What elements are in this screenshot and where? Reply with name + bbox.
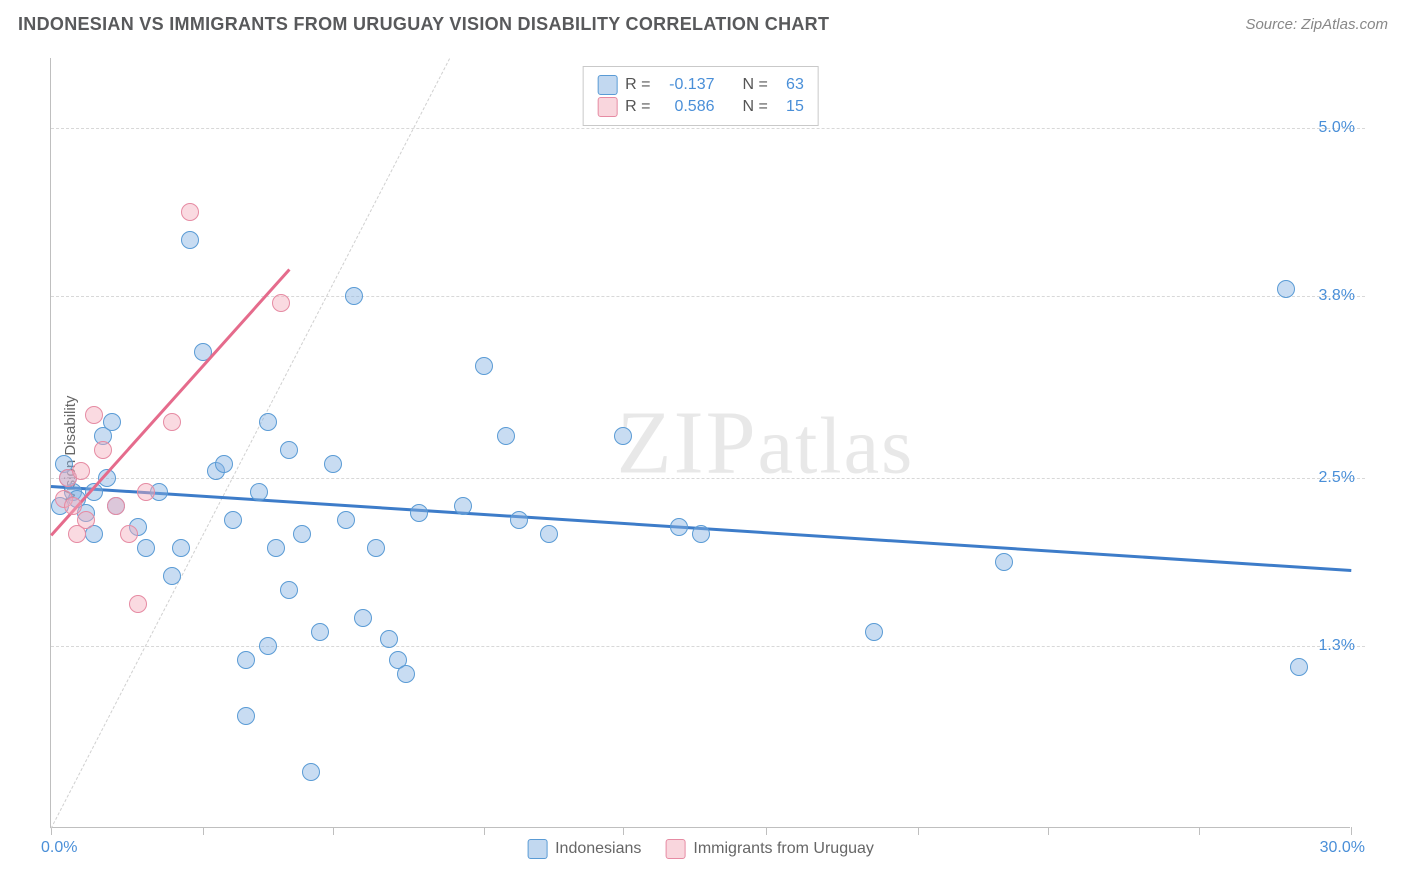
legend-n-value: 15	[776, 98, 804, 116]
series-legend-item: Indonesians	[527, 839, 641, 859]
data-point	[250, 483, 268, 501]
data-point	[172, 539, 190, 557]
data-point	[181, 231, 199, 249]
chart-title: INDONESIAN VS IMMIGRANTS FROM URUGUAY VI…	[18, 14, 829, 35]
data-point	[995, 553, 1013, 571]
data-point	[354, 609, 372, 627]
data-point	[302, 763, 320, 781]
y-tick-label: 2.5%	[1295, 469, 1355, 487]
x-tick	[623, 827, 624, 835]
correlation-legend: R = -0.137 N = 63 R = 0.586 N = 15	[582, 66, 819, 126]
data-point	[163, 567, 181, 585]
data-point	[510, 511, 528, 529]
data-point	[103, 413, 121, 431]
legend-r-value: -0.137	[659, 76, 715, 94]
legend-swatch	[665, 839, 685, 859]
data-point	[1290, 658, 1308, 676]
series-label: Immigrants from Uruguay	[693, 840, 874, 858]
x-tick	[1351, 827, 1352, 835]
grid-line	[51, 646, 1365, 647]
legend-n-label: N =	[743, 98, 768, 116]
legend-r-label: R =	[625, 76, 650, 94]
data-point	[614, 427, 632, 445]
data-point	[540, 525, 558, 543]
data-point	[367, 539, 385, 557]
y-tick-label: 5.0%	[1295, 119, 1355, 137]
data-point	[670, 518, 688, 536]
data-point	[454, 497, 472, 515]
data-point	[107, 497, 125, 515]
x-tick	[1048, 827, 1049, 835]
data-point	[337, 511, 355, 529]
data-point	[475, 357, 493, 375]
legend-r-value: 0.586	[659, 98, 715, 116]
legend-n-value: 63	[776, 76, 804, 94]
grid-line	[51, 128, 1365, 129]
data-point	[267, 539, 285, 557]
data-point	[120, 525, 138, 543]
legend-row: R = 0.586 N = 15	[597, 97, 804, 117]
data-point	[237, 707, 255, 725]
x-tick	[484, 827, 485, 835]
legend-swatch	[597, 97, 617, 117]
data-point	[865, 623, 883, 641]
x-tick	[1199, 827, 1200, 835]
series-legend: Indonesians Immigrants from Uruguay	[527, 839, 874, 859]
y-tick-label: 1.3%	[1295, 637, 1355, 655]
data-point	[345, 287, 363, 305]
legend-row: R = -0.137 N = 63	[597, 75, 804, 95]
legend-n-label: N =	[743, 76, 768, 94]
data-point	[410, 504, 428, 522]
data-point	[497, 427, 515, 445]
data-point	[129, 595, 147, 613]
data-point	[259, 413, 277, 431]
data-point	[380, 630, 398, 648]
source-attribution: Source: ZipAtlas.com	[1245, 16, 1388, 33]
data-point	[215, 455, 233, 473]
data-point	[280, 441, 298, 459]
x-tick	[918, 827, 919, 835]
data-point	[94, 441, 112, 459]
series-legend-item: Immigrants from Uruguay	[665, 839, 874, 859]
legend-swatch	[597, 75, 617, 95]
data-point	[77, 511, 95, 529]
data-point	[224, 511, 242, 529]
scatter-plot: ZIPatlas R =-0.137N =63R =0.586N =15 Ind…	[50, 58, 1350, 828]
data-point	[163, 413, 181, 431]
data-point	[272, 294, 290, 312]
data-point	[259, 637, 277, 655]
series-label: Indonesians	[555, 840, 641, 858]
legend-r-label: R =	[625, 98, 650, 116]
data-point	[72, 462, 90, 480]
legend-swatch	[527, 839, 547, 859]
grid-line	[51, 296, 1365, 297]
data-point	[137, 539, 155, 557]
data-point	[397, 665, 415, 683]
data-point	[1277, 280, 1295, 298]
data-point	[85, 406, 103, 424]
x-tick	[333, 827, 334, 835]
x-axis-max-label: 30.0%	[1320, 839, 1365, 857]
data-point	[311, 623, 329, 641]
data-point	[280, 581, 298, 599]
data-point	[181, 203, 199, 221]
x-tick	[766, 827, 767, 835]
data-point	[692, 525, 710, 543]
y-tick-label: 3.8%	[1295, 287, 1355, 305]
x-tick	[203, 827, 204, 835]
grid-line	[51, 478, 1365, 479]
data-point	[137, 483, 155, 501]
x-axis-min-label: 0.0%	[41, 839, 77, 857]
data-point	[237, 651, 255, 669]
data-point	[324, 455, 342, 473]
data-point	[293, 525, 311, 543]
